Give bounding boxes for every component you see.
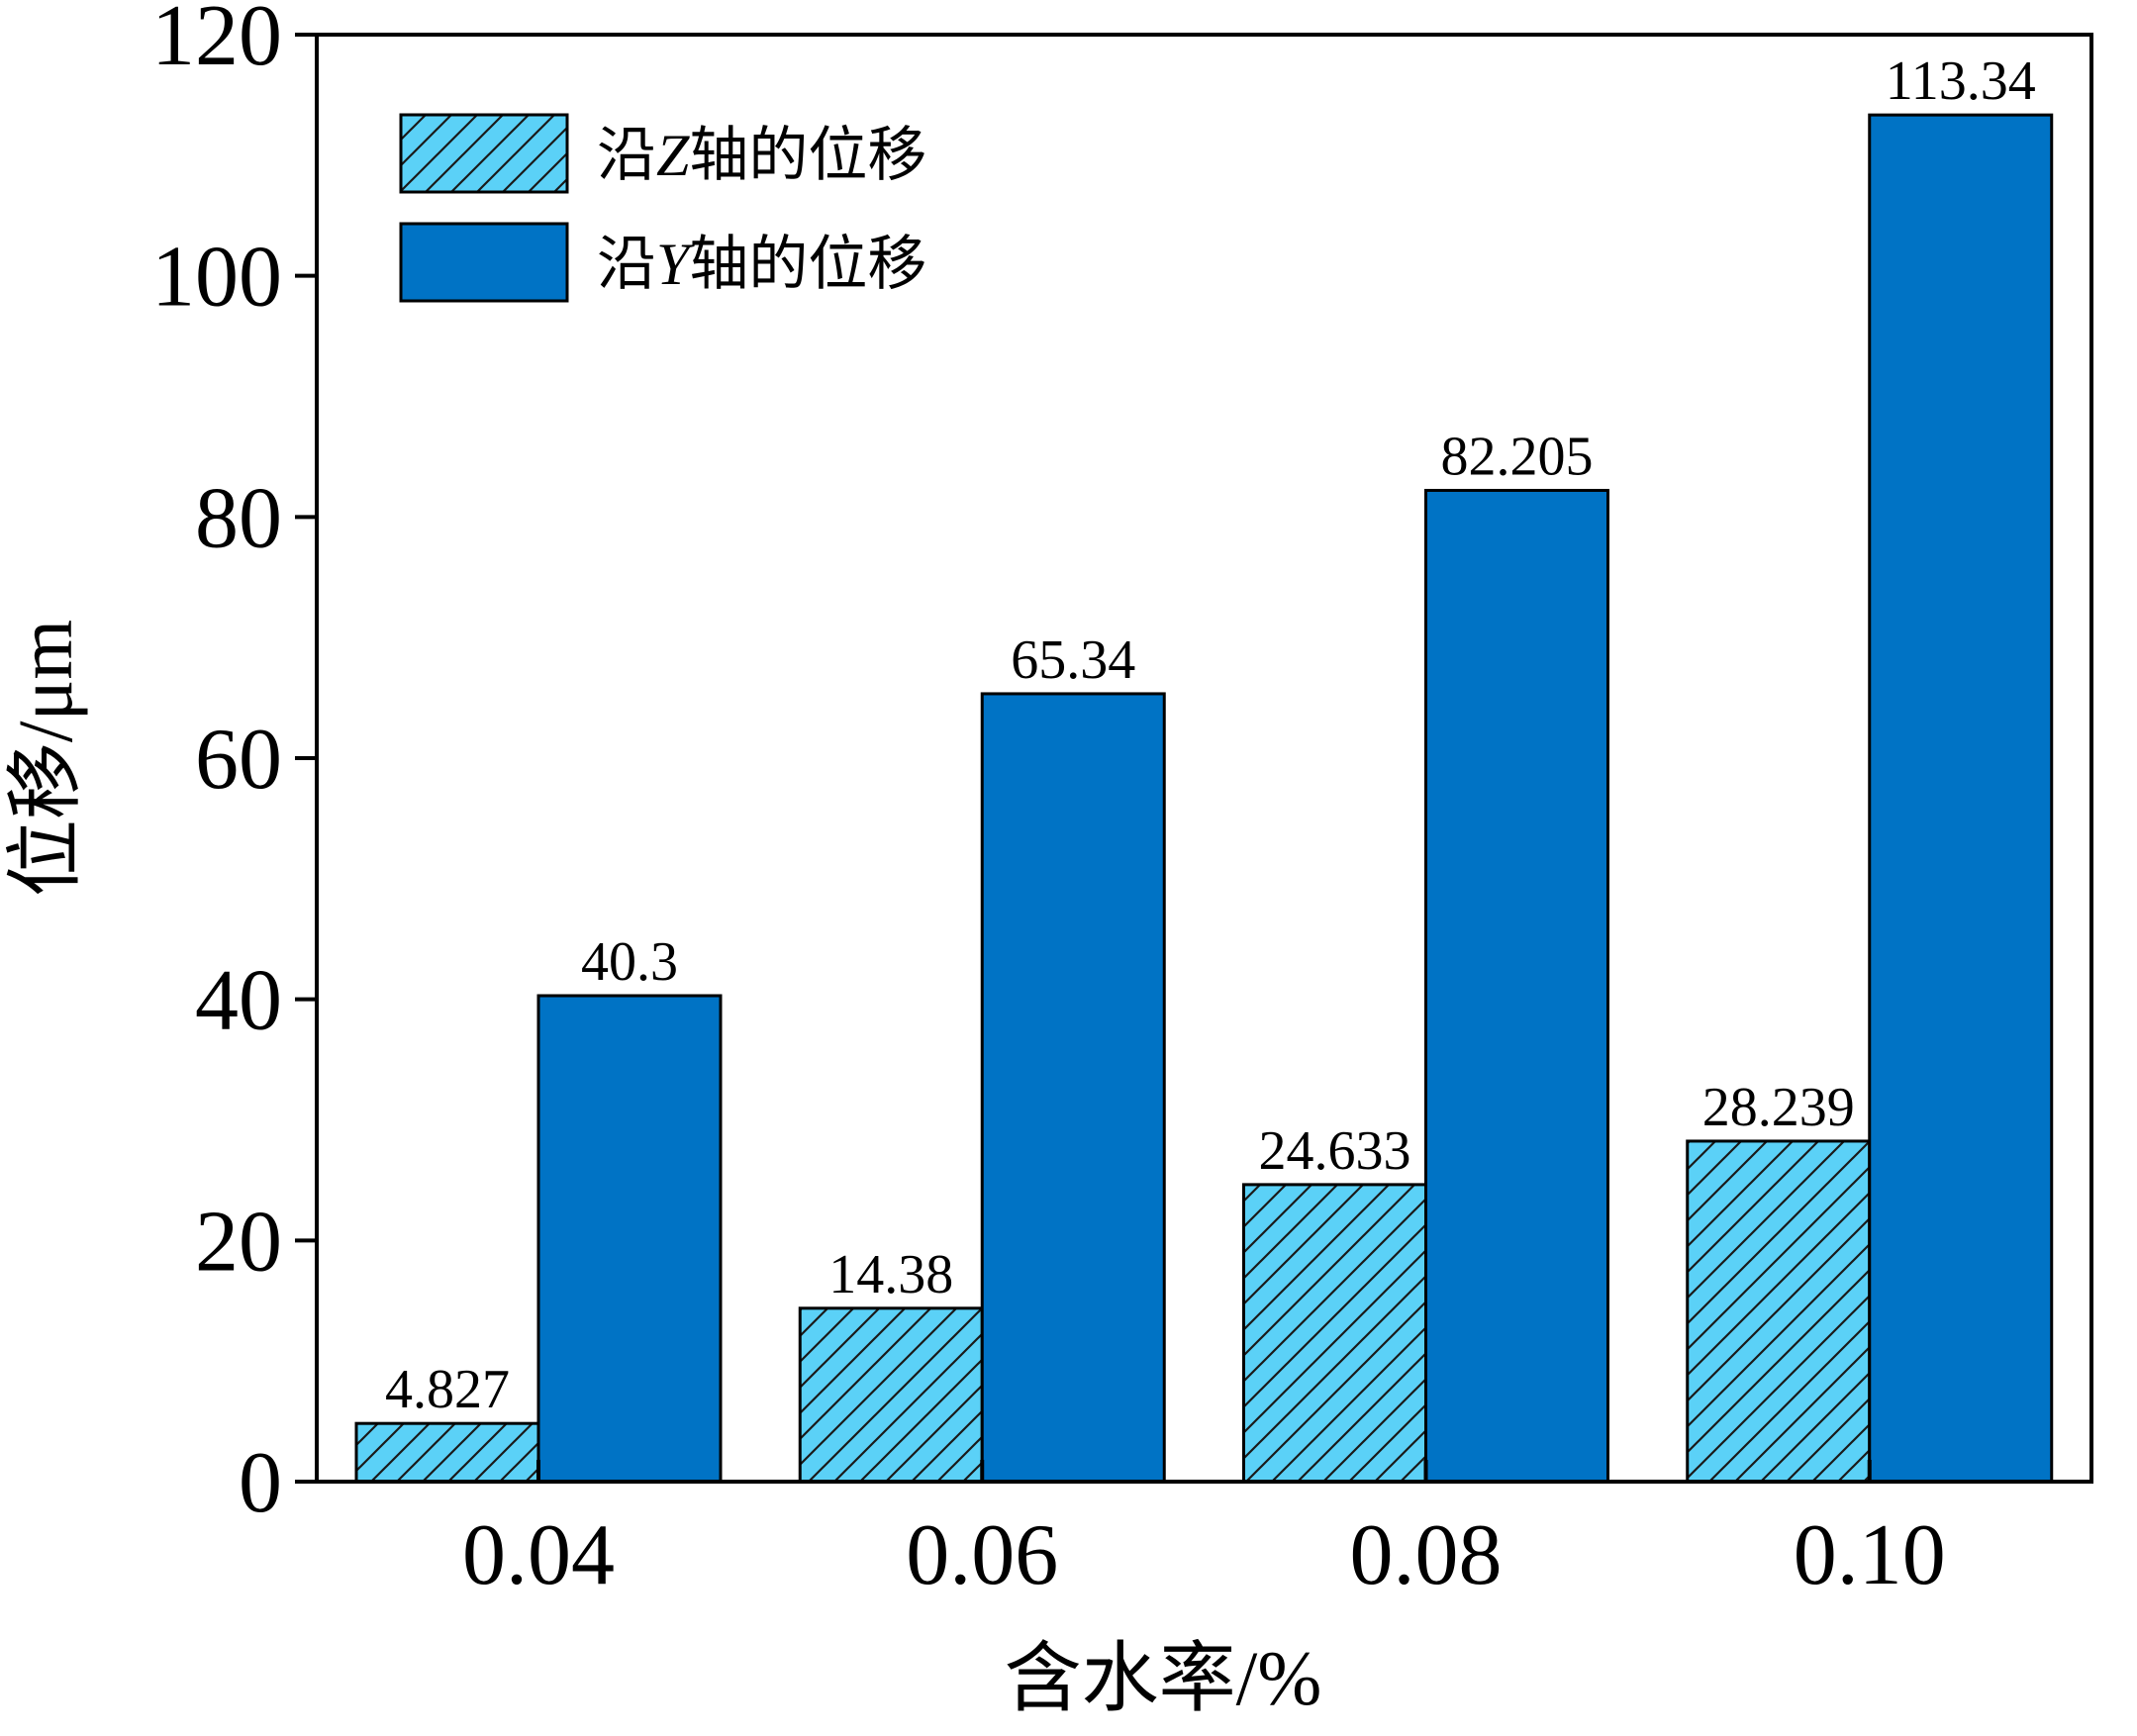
bar-series2-0.10 — [1868, 113, 2054, 1484]
bar-series1-0.04 — [354, 1421, 540, 1484]
legend-label-series2: 沿Y轴的位移 — [597, 232, 926, 297]
x-tick-label: 0.10 — [1794, 1507, 1946, 1603]
data-label-series1-0.04: 4.827 — [385, 1359, 510, 1420]
bar-series2-0.08 — [1424, 488, 1609, 1484]
y-axis-title: 位移/μm — [2, 620, 88, 897]
legend-swatch-series1 — [399, 113, 569, 194]
data-label-series1-0.08: 24.633 — [1259, 1120, 1411, 1182]
x-axis-title: 含水率/% — [1005, 1635, 1322, 1721]
bar-series1-0.06 — [798, 1306, 984, 1484]
bar-series1-0.10 — [1686, 1139, 1872, 1484]
legend-swatch-series2 — [399, 222, 569, 303]
data-label-series1-0.06: 14.38 — [828, 1244, 953, 1305]
y-axis: 0 20 40 60 80 100 120 — [151, 0, 317, 1531]
x-tick-label: 0.06 — [906, 1507, 1058, 1603]
y-tick-label: 40 — [195, 953, 282, 1049]
y-tick-label: 60 — [195, 712, 282, 808]
x-tick-label: 0.08 — [1350, 1507, 1503, 1603]
data-label-series2-0.10: 113.34 — [1886, 50, 2036, 112]
bar-series2-0.06 — [980, 692, 1166, 1484]
data-label-series2-0.06: 65.34 — [1011, 629, 1135, 691]
data-labels-layer: 4.827 40.3 14.38 65.34 24.633 82.205 28.239 113… — [385, 50, 2036, 1420]
bars-layer — [354, 113, 2054, 1484]
y-tick-label: 100 — [151, 230, 282, 326]
bar-series1-0.08 — [1242, 1183, 1427, 1484]
data-label-series2-0.08: 82.205 — [1441, 426, 1594, 487]
y-tick-label: 80 — [195, 470, 282, 566]
x-axis: 0.04 0.06 0.08 0.10 — [462, 1460, 1946, 1603]
data-label-series2-0.04: 40.3 — [581, 931, 678, 993]
legend-label-series1: 沿Z轴的位移 — [597, 123, 926, 188]
data-label-series1-0.10: 28.239 — [1702, 1077, 1855, 1138]
y-tick-label: 20 — [195, 1194, 282, 1290]
y-tick-label: 120 — [151, 0, 282, 84]
y-tick-label: 0 — [239, 1435, 282, 1531]
x-tick-label: 0.04 — [462, 1507, 615, 1603]
bar-series2-0.04 — [536, 994, 723, 1484]
